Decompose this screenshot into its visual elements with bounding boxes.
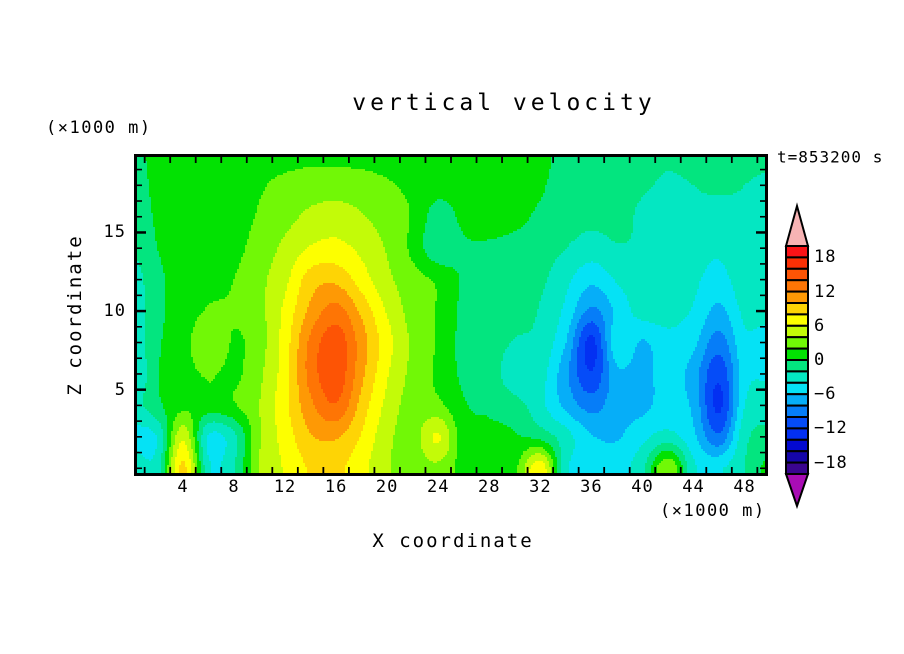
colorbar-tick-label: −12	[814, 418, 848, 439]
colorbar-bottom-arrow	[784, 473, 810, 510]
colorbar-cell	[785, 313, 809, 327]
z-tick-label: 5	[114, 379, 126, 400]
x-tick-label: 16	[324, 477, 348, 497]
colorbar-cell	[785, 279, 809, 293]
x-tick-label: 32	[529, 477, 552, 497]
plot-border	[134, 154, 768, 476]
x-tick-label: 48	[733, 477, 756, 497]
colorbar-cell	[785, 381, 809, 396]
z-axis-label: Z coordinate	[64, 234, 86, 396]
colorbar-cell	[785, 347, 809, 362]
z-axis-unit-label: (×1000 m)	[46, 118, 152, 138]
colorbar-tick-label: 18	[814, 247, 837, 268]
colorbar-cell	[785, 267, 809, 282]
colorbar-cell	[785, 450, 809, 464]
colorbar-cell	[785, 336, 809, 350]
colorbar-cell	[785, 290, 809, 305]
x-tick-label: 8	[228, 477, 240, 497]
x-tick-label: 40	[631, 477, 654, 497]
colorbar-cell	[785, 438, 809, 453]
colorbar-cell	[785, 302, 809, 316]
colorbar-cell	[785, 416, 809, 430]
colorbar-cell	[785, 393, 809, 407]
colorbar-cell	[785, 461, 809, 476]
colorbar-tick-label: −6	[814, 384, 837, 405]
contour-field-canvas	[137, 157, 765, 473]
colorbar-cell	[785, 404, 809, 419]
x-tick-label: 24	[426, 477, 450, 497]
colorbar-cell	[785, 256, 809, 270]
colorbar-tick-label: 12	[814, 281, 837, 302]
x-axis-label: X coordinate	[372, 530, 534, 552]
colorbar-cell	[785, 370, 809, 384]
z-tick-label: 10	[103, 301, 126, 322]
colorbar-tick-label: 6	[814, 315, 826, 336]
x-tick-label: 12	[273, 477, 297, 497]
colorbar-cell	[785, 427, 809, 441]
colorbar-cell	[785, 245, 809, 259]
x-axis-unit-label: (×1000 m)	[660, 501, 766, 521]
z-tick-label: 15	[103, 222, 126, 243]
x-tick-label: 44	[682, 477, 705, 497]
x-tick-label: 4	[177, 477, 189, 497]
x-tick-label: 28	[478, 477, 501, 497]
x-tick-label: 20	[375, 477, 399, 497]
colorbar-top-arrow	[784, 202, 810, 247]
figure-title: vertical velocity	[352, 90, 656, 116]
x-tick-label: 36	[580, 477, 603, 497]
colorbar-cell	[785, 324, 809, 339]
colorbar-cell	[785, 359, 809, 373]
colorbar-tick-label: −18	[814, 452, 848, 473]
timestamp-label: t=853200 s	[777, 147, 884, 167]
colorbar-tick-label: 0	[814, 350, 826, 370]
